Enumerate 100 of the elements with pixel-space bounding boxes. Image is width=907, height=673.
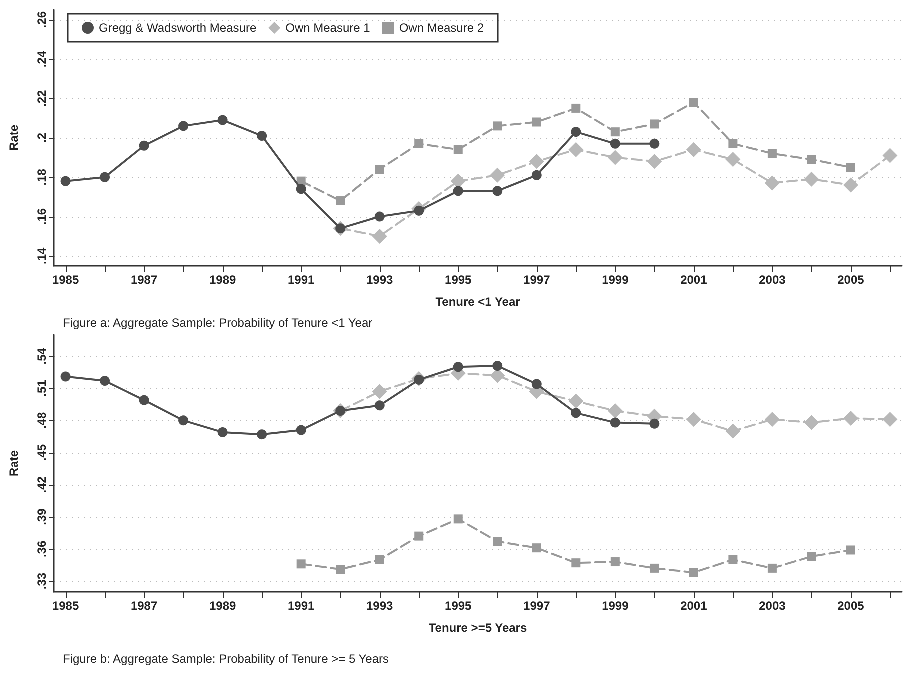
point [414,532,424,541]
point [375,555,384,564]
point [650,564,660,573]
point [571,408,582,418]
x-tick-label: 1991 [288,599,316,613]
point [726,152,741,168]
legend-label: Own Measure 1 [286,21,371,35]
point [610,558,620,567]
point [804,172,820,187]
point [843,411,858,426]
point [257,430,268,440]
text: Figure a: Aggregate Sample: Probability of Tenure <1 Year [63,316,373,330]
y-axis-title: Rate [7,124,21,152]
y-tick-label: .16 [35,208,49,226]
point [568,394,584,409]
point [610,138,620,149]
x-tick-label: 1993 [366,599,394,613]
point [608,150,623,166]
point [453,362,464,372]
point [882,412,898,428]
x-tick-label: 1989 [209,599,236,613]
point [686,142,702,158]
point [768,149,777,158]
y-tick-label: .39 [35,508,49,526]
point [454,145,463,154]
y-tick-label: .51 [35,380,49,397]
x-tick-label: 2003 [759,273,786,287]
y-tick-label: .48 [35,412,49,430]
point [807,155,816,164]
point [650,120,660,129]
point [450,174,466,189]
point [764,412,780,428]
y-tick-label: .33 [35,572,49,590]
point [568,142,584,158]
x-tick-label: 1993 [366,273,394,287]
y-tick-label: .22 [35,90,49,107]
point [414,139,424,148]
y-axis-title: Rate [7,450,21,477]
y-tick-label: .24 [35,50,49,68]
point [100,172,110,182]
legend-label: Own Measure 2 [399,21,484,35]
y-tick-label: .14 [35,247,49,264]
point [139,395,150,406]
point [493,122,502,131]
point [647,154,662,170]
point [686,412,702,428]
point [257,131,268,142]
point [493,537,502,546]
y-tick-label: .42 [35,476,49,494]
point [807,552,816,562]
point [454,514,463,524]
point [296,425,306,436]
point [374,400,385,411]
point [689,98,698,108]
x-tick-label: 1995 [445,599,472,613]
point [882,148,898,164]
x-axis-title: Tenure <1 Year [436,295,521,309]
x-tick-label: 1985 [52,273,80,287]
text: Figure b: Aggregate Sample: Probability of Tenure >= 5 Years [63,652,389,666]
y-tick-label: .54 [35,348,49,365]
y-tick-label: .2 [35,132,49,144]
y-tick-label: .45 [35,444,49,462]
point [372,384,388,400]
point [728,555,738,564]
x-tick-label: 1987 [130,273,158,287]
point [374,212,385,222]
point [728,139,738,148]
x-tick-label: 1995 [445,273,472,287]
point [372,228,388,244]
point [608,404,623,419]
x-tick-label: 2005 [838,273,865,287]
x-axis-title: Tenure >=5 Years [428,621,528,635]
point [689,568,698,578]
point [532,544,542,553]
x-tick-label: 2003 [759,599,786,613]
point [572,558,581,568]
x-tick-label: 2001 [680,599,708,613]
point [571,127,582,138]
point [100,376,110,386]
x-tick-label: 1999 [602,599,630,613]
point [218,427,228,438]
point [846,163,856,172]
x-tick-label: 2005 [838,599,865,613]
point [726,424,741,439]
point [804,415,820,430]
point [453,186,464,196]
point [532,118,542,127]
x-tick-label: 1985 [52,599,80,613]
point [490,168,506,183]
y-tick-label: .18 [35,168,49,186]
point [529,154,544,170]
y-tick-label: .36 [35,540,49,558]
x-tick-label: 1987 [130,599,158,613]
point [492,361,503,372]
point [336,196,346,206]
point [218,115,228,126]
x-tick-label: 1989 [209,273,236,287]
point [610,128,620,137]
point [139,140,150,151]
point [178,121,189,132]
